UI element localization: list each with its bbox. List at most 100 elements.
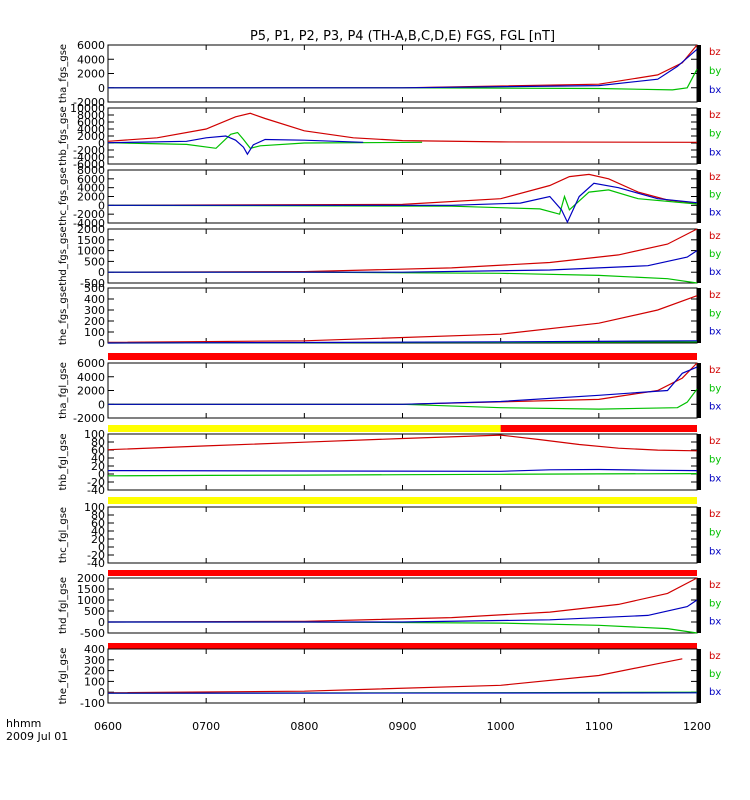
y-tick-label: 0 <box>98 266 105 279</box>
y-tick-label: 8000 <box>77 164 105 177</box>
y-tick-label: 4000 <box>77 371 105 384</box>
y-tick-label: 10000 <box>70 102 105 115</box>
y-tick-label: 40 <box>91 525 105 538</box>
series-line-bz <box>107 658 683 694</box>
y-tick-label: 500 <box>84 255 105 268</box>
x-tick-label: 1200 <box>683 720 711 733</box>
quality-bar-0 <box>108 353 697 360</box>
legend-by: by <box>709 598 721 609</box>
series-line-bx <box>108 48 698 89</box>
y-tick-label: 80 <box>91 436 105 449</box>
panel-edge-bar <box>697 507 701 563</box>
y-tick-label: 0 <box>98 541 105 554</box>
panel-frame <box>107 648 698 704</box>
panel-frame <box>107 107 698 165</box>
y-tick-label: -2000 <box>73 144 105 157</box>
date-label: 2009 Jul 01 <box>6 730 68 743</box>
legend-bx: bx <box>709 207 721 218</box>
y-tick-label: 4000 <box>77 123 105 136</box>
y-tick-label: 20 <box>91 533 105 546</box>
y-tick-label: 300 <box>84 654 105 667</box>
y-tick-label: 1000 <box>77 245 105 258</box>
y-tick-label: -40 <box>87 557 105 570</box>
panel-edge-bar <box>697 229 701 283</box>
panel-edge-bar <box>697 288 701 343</box>
legend-bx: bx <box>709 546 721 557</box>
legend-by: by <box>709 249 721 260</box>
series-line-bx <box>107 468 698 472</box>
panel-edge-bar <box>697 108 701 164</box>
series-line-bx <box>108 182 698 224</box>
y-tick-label: 2000 <box>77 385 105 398</box>
series-line-bz <box>107 434 698 452</box>
y-tick-label: 300 <box>84 304 105 317</box>
y-tick-label: 100 <box>84 326 105 339</box>
y-tick-label: -100 <box>80 697 105 710</box>
quality-bar-3 <box>108 570 697 576</box>
y-tick-label: 80 <box>91 509 105 522</box>
panel-edge-bar <box>697 170 701 223</box>
legend-bx: bx <box>709 402 721 413</box>
y-tick-label: 0 <box>98 616 105 629</box>
y-tick-label: 0 <box>98 137 105 150</box>
legend-by: by <box>709 383 721 394</box>
quality-bar-1 <box>108 425 697 432</box>
y-tick-label: 2000 <box>77 223 105 236</box>
panel-frame <box>107 287 698 344</box>
series-line-bz <box>107 228 698 273</box>
y-axis-label: thc_fgs_gse <box>58 167 69 226</box>
legend-bx: bx <box>709 687 721 698</box>
y-axis-label: the_fgl_gse <box>58 648 69 705</box>
y-tick-label: 200 <box>84 665 105 678</box>
y-tick-label: 60 <box>91 444 105 457</box>
legend-by: by <box>709 455 721 466</box>
y-tick-label: 400 <box>84 643 105 656</box>
panel-frame <box>107 169 698 224</box>
y-tick-label: -4000 <box>73 217 105 230</box>
y-tick-label: 400 <box>84 293 105 306</box>
y-tick-label: 4000 <box>77 182 105 195</box>
series-line-bx <box>108 366 698 405</box>
y-tick-label: 0 <box>98 398 105 411</box>
y-tick-label: 6000 <box>77 173 105 186</box>
y-tick-label: 1000 <box>77 594 105 607</box>
legend-bx: bx <box>709 617 721 628</box>
legend-bx: bx <box>709 147 721 158</box>
x-tick-label: 1100 <box>585 720 613 733</box>
y-tick-label: -500 <box>80 277 105 290</box>
series-line-by <box>107 473 698 477</box>
y-tick-label: -500 <box>80 627 105 640</box>
y-tick-label: 100 <box>84 675 105 688</box>
y-axis-label: thc_fgl_gse <box>58 507 69 563</box>
y-axis-label: thb_fgs_gse <box>58 106 69 165</box>
y-tick-label: 100 <box>84 501 105 514</box>
y-tick-label: -2000 <box>73 412 105 425</box>
y-tick-label: 2000 <box>77 191 105 204</box>
x-tick-label: 0900 <box>389 720 417 733</box>
x-tick-label: 0800 <box>290 720 318 733</box>
panel-edge-bar <box>697 649 701 703</box>
series-line-by <box>108 68 698 91</box>
y-tick-label: 0 <box>98 468 105 481</box>
series-line-bz <box>107 295 698 343</box>
quality-bar-4 <box>108 643 697 649</box>
panel-edge-bar <box>697 434 701 490</box>
y-tick-label: -6000 <box>73 158 105 171</box>
y-axis-label: thb_fgl_gse <box>58 434 69 491</box>
y-tick-label: 0 <box>98 82 105 95</box>
panel-frame <box>107 506 698 564</box>
series-line-bz <box>108 362 698 405</box>
legend-bz: bz <box>709 509 721 520</box>
y-tick-label: 0 <box>98 686 105 699</box>
series-line-bz <box>107 577 698 623</box>
legend-by: by <box>709 308 721 319</box>
panel-edge-bar <box>697 45 701 102</box>
